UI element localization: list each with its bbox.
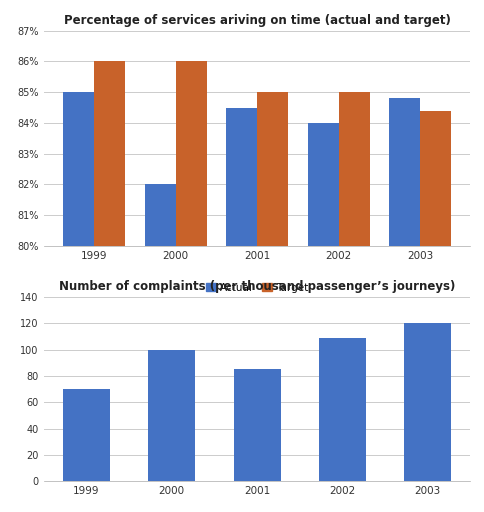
Bar (144, 184, 175, 512)
Bar (63, 389, 110, 481)
Bar (257, 92, 287, 512)
Bar (233, 369, 280, 481)
Bar (63, 92, 94, 512)
Bar (226, 108, 257, 512)
Bar (403, 323, 450, 481)
Bar (94, 61, 125, 512)
Bar (148, 350, 195, 481)
Bar (175, 61, 206, 512)
Bar (419, 111, 450, 512)
Bar (388, 98, 419, 512)
Bar (307, 123, 338, 512)
Title: Percentage of services ariving on time (actual and target): Percentage of services ariving on time (… (63, 14, 450, 27)
Legend: Actual, Target: Actual, Target (201, 279, 312, 297)
Title: Number of complaints (per thousand passenger’s journeys): Number of complaints (per thousand passe… (59, 280, 454, 293)
Bar (318, 338, 365, 481)
Bar (338, 92, 369, 512)
